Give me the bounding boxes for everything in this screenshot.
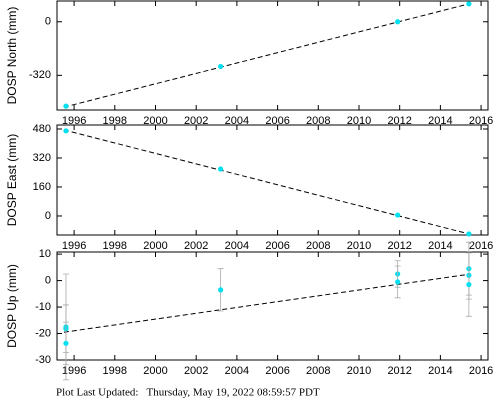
x-tick-label: 2010 bbox=[347, 240, 371, 252]
data-point bbox=[466, 231, 472, 237]
x-tick-label: 2002 bbox=[184, 365, 208, 377]
y-axis-label: DOSP East (mm) bbox=[5, 134, 19, 226]
data-point bbox=[395, 279, 401, 285]
y-tick-label: 0 bbox=[45, 16, 51, 28]
y-tick-label: 480 bbox=[33, 123, 51, 135]
y-tick-label: -20 bbox=[35, 327, 51, 339]
x-tick-label: 1996 bbox=[62, 115, 86, 127]
y-tick-label: 10 bbox=[39, 248, 51, 260]
x-tick-label: 2008 bbox=[306, 365, 330, 377]
x-tick-label: 2014 bbox=[428, 365, 452, 377]
data-point bbox=[395, 212, 401, 218]
x-tick-label: 2016 bbox=[469, 240, 493, 252]
y-tick-label: 320 bbox=[33, 152, 51, 164]
x-tick-label: 2008 bbox=[306, 115, 330, 127]
data-point bbox=[63, 103, 69, 109]
data-point bbox=[466, 1, 472, 7]
y-axis-label: DOSP North (mm) bbox=[5, 7, 19, 105]
x-tick-label: 2012 bbox=[387, 365, 411, 377]
y-tick-label: -320 bbox=[29, 69, 51, 81]
y-tick-label: -10 bbox=[35, 301, 51, 313]
data-point bbox=[63, 128, 69, 134]
x-tick-label: 2014 bbox=[428, 240, 452, 252]
x-tick-label: 2016 bbox=[469, 365, 493, 377]
x-tick-label: 2012 bbox=[387, 115, 411, 127]
x-tick-label: 1996 bbox=[62, 240, 86, 252]
plot-frame bbox=[56, 0, 489, 111]
data-point bbox=[395, 19, 401, 25]
x-tick-label: 2008 bbox=[306, 240, 330, 252]
y-tick-label: 160 bbox=[33, 181, 51, 193]
trend-line bbox=[63, 2, 472, 108]
plot-frame bbox=[56, 124, 489, 236]
plot-frame bbox=[56, 251, 489, 361]
x-tick-label: 2004 bbox=[225, 240, 249, 252]
x-tick-label: 2000 bbox=[143, 115, 167, 127]
x-tick-label: 2010 bbox=[347, 115, 371, 127]
x-tick-label: 2004 bbox=[225, 365, 249, 377]
x-tick-label: 2012 bbox=[387, 240, 411, 252]
y-tick-label: -30 bbox=[35, 354, 51, 366]
x-tick-label: 2002 bbox=[184, 240, 208, 252]
trend-line bbox=[63, 273, 471, 333]
data-point bbox=[466, 281, 472, 288]
y-tick-label: 0 bbox=[45, 210, 51, 222]
x-tick-label: 2006 bbox=[265, 115, 289, 127]
x-tick-label: 2004 bbox=[225, 115, 249, 127]
x-tick-label: 2010 bbox=[347, 365, 371, 377]
footer: Plot Last Updated: Thursday, May 19, 202… bbox=[56, 387, 320, 399]
x-tick-label: 2000 bbox=[143, 240, 167, 252]
x-tick-label: 2002 bbox=[184, 115, 208, 127]
x-tick-label: 2000 bbox=[143, 365, 167, 377]
y-axis-label: DOSP Up (mm) bbox=[5, 264, 19, 348]
x-tick-label: 2006 bbox=[265, 365, 289, 377]
x-tick-label: 1998 bbox=[103, 115, 127, 127]
x-tick-label: 2006 bbox=[265, 240, 289, 252]
x-tick-label: 1996 bbox=[62, 365, 86, 377]
x-tick-label: 1998 bbox=[103, 365, 127, 377]
trend-line bbox=[63, 129, 472, 235]
x-tick-label: 1998 bbox=[103, 240, 127, 252]
y-tick-label: 0 bbox=[45, 274, 51, 286]
x-tick-label: 2014 bbox=[428, 115, 452, 127]
data-point bbox=[218, 287, 224, 293]
data-point bbox=[63, 340, 69, 346]
data-point bbox=[218, 166, 224, 172]
data-point bbox=[218, 63, 224, 70]
x-tick-label: 2016 bbox=[469, 115, 493, 127]
